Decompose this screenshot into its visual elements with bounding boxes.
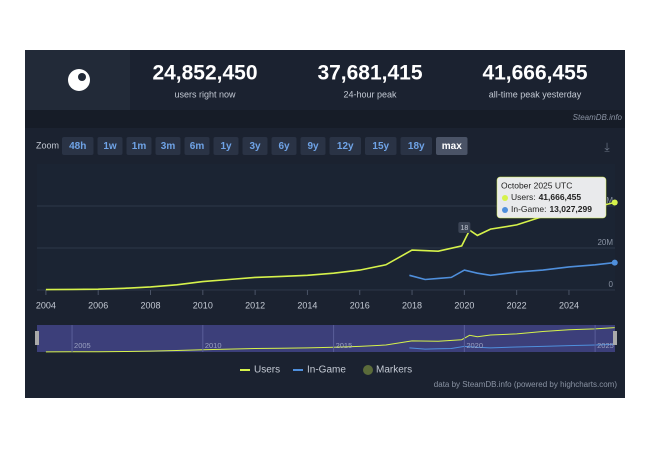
credits: data by SteamDB.info (powered by highcha… [434, 380, 618, 389]
x-tick-label: 2004 [36, 300, 56, 310]
zoom-button-label[interactable]: 12y [337, 141, 354, 152]
zoom-button-label[interactable]: 18y [408, 141, 425, 152]
x-tick-label: 2022 [507, 300, 527, 310]
x-tick-label: 2020 [454, 300, 474, 310]
zoom-button[interactable] [213, 137, 239, 155]
zoom-button-label[interactable]: 1w [103, 141, 117, 152]
stat-value: 37,681,415 [317, 62, 422, 85]
tooltip-item: Users: 41,666,455 [511, 192, 581, 202]
tooltip-title: October 2025 UTC [501, 180, 572, 190]
stat-value: 41,666,455 [482, 62, 587, 85]
zoom-button-label[interactable]: 6m [190, 141, 205, 152]
zoom-button[interactable] [436, 137, 468, 155]
legend-label[interactable]: In-Game [307, 365, 346, 376]
marker-label: 18 [460, 225, 468, 232]
stat-label: 24-hour peak [343, 89, 397, 99]
navigator-line [45, 327, 615, 353]
last-point [611, 259, 618, 266]
legend-label[interactable]: Users [254, 365, 280, 376]
zoom-button[interactable] [126, 137, 152, 155]
stat-label: users right now [174, 89, 236, 99]
x-tick-label: 2008 [140, 300, 160, 310]
navigator-tick-label: 2015 [336, 341, 353, 350]
zoom-button-label[interactable]: 15y [372, 141, 389, 152]
tooltip-item-value: 13,027,299 [549, 204, 592, 214]
zoom-button[interactable] [365, 137, 397, 155]
x-tick-label: 2006 [88, 300, 108, 310]
navigator-handle[interactable] [35, 331, 39, 345]
zoom-button-label[interactable]: 3m [161, 141, 176, 152]
zoom-button[interactable] [271, 137, 297, 155]
zoom-label: Zoom [36, 140, 59, 150]
tooltip [496, 176, 607, 219]
legend-label[interactable]: Markers [376, 365, 412, 376]
x-tick-label: 2016 [350, 300, 370, 310]
navigator-line [409, 343, 615, 350]
x-tick-label: 2024 [559, 300, 579, 310]
zoom-button-label[interactable]: 9y [307, 141, 319, 152]
steam-logo [68, 69, 90, 91]
zoom-button-label[interactable]: 1m [132, 141, 147, 152]
tooltip-item-value: 41,666,455 [539, 192, 582, 202]
y-tick-label: 0 [609, 280, 614, 289]
tooltip-dot [502, 195, 508, 201]
zoom-button-label[interactable]: 3y [249, 141, 261, 152]
x-tick-label: 2014 [297, 300, 317, 310]
zoom-button[interactable] [155, 137, 181, 155]
zoom-button[interactable] [62, 137, 94, 155]
series-line [45, 201, 615, 291]
zoom-button-label[interactable]: max [442, 141, 462, 152]
navigator-handle[interactable] [613, 331, 617, 345]
navigator-tick-label: 2025 [597, 341, 614, 350]
source-bar [25, 110, 625, 128]
steam-logo-dot [78, 73, 86, 81]
tooltip-item: In-Game: 13,027,299 [511, 204, 592, 214]
download-icon[interactable]: ⤓ [604, 140, 610, 154]
zoom-button[interactable] [329, 137, 362, 155]
tooltip-item-label: Users: [511, 192, 536, 202]
marker[interactable] [458, 222, 471, 233]
legend-symbol[interactable] [363, 365, 373, 375]
y-tick-label: 20M [597, 238, 613, 247]
navigator-tick-label: 2010 [205, 341, 222, 350]
stat-label: all-time peak yesterday [489, 89, 582, 99]
navigator-tick-label: 2005 [74, 341, 91, 350]
stat-value: 24,852,450 [152, 62, 257, 85]
zoom-button[interactable] [400, 137, 433, 155]
zoom-button[interactable] [300, 137, 326, 155]
navigator-tick-label: 2020 [466, 341, 483, 350]
zoom-button-label[interactable]: 1y [220, 141, 232, 152]
tooltip-item-label: In-Game: [511, 204, 546, 214]
x-tick-label: 2018 [402, 300, 422, 310]
zoom-button[interactable] [97, 137, 123, 155]
last-point [611, 199, 618, 206]
zoom-button-label[interactable]: 48h [69, 141, 86, 152]
zoom-button-label[interactable]: 6y [278, 141, 290, 152]
source: SteamDB.info [573, 113, 623, 122]
tooltip-dot [502, 207, 508, 213]
x-tick-label: 2010 [193, 300, 213, 310]
series-line [409, 261, 615, 281]
x-tick-label: 2012 [245, 300, 265, 310]
zoom-button[interactable] [184, 137, 210, 155]
zoom-button[interactable] [242, 137, 268, 155]
